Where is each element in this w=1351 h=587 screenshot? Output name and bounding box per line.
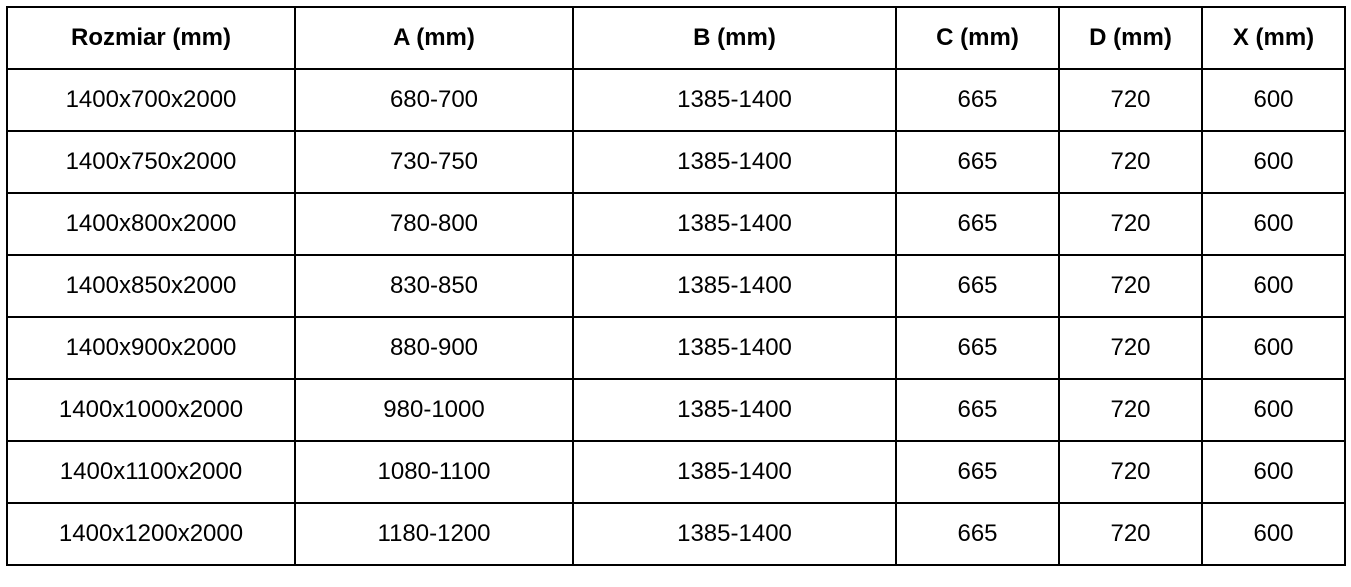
cell-a: 880-900 — [294, 316, 574, 380]
header-row: Rozmiar (mm) A (mm) B (mm) C (mm) D (mm)… — [6, 6, 1346, 70]
cell-a: 980-1000 — [294, 378, 574, 442]
cell-a: 830-850 — [294, 254, 574, 318]
cell-size: 1400x900x2000 — [6, 316, 296, 380]
table-row: 1400x800x2000 780-800 1385-1400 665 720 600 — [6, 192, 1346, 256]
cell-a: 780-800 — [294, 192, 574, 256]
cell-d: 720 — [1058, 192, 1203, 256]
cell-d: 720 — [1058, 254, 1203, 318]
cell-b: 1385-1400 — [572, 68, 897, 132]
cell-b: 1385-1400 — [572, 254, 897, 318]
cell-size: 1400x850x2000 — [6, 254, 296, 318]
cell-b: 1385-1400 — [572, 192, 897, 256]
cell-size: 1400x1200x2000 — [6, 502, 296, 566]
cell-x: 600 — [1201, 254, 1346, 318]
cell-d: 720 — [1058, 316, 1203, 380]
cell-c: 665 — [895, 192, 1060, 256]
cell-d: 720 — [1058, 68, 1203, 132]
cell-c: 665 — [895, 440, 1060, 504]
table-row: 1400x1000x2000 980-1000 1385-1400 665 720 600 — [6, 378, 1346, 442]
cell-d: 720 — [1058, 130, 1203, 194]
cell-b: 1385-1400 — [572, 502, 897, 566]
header-a: A (mm) — [294, 6, 574, 70]
cell-size: 1400x800x2000 — [6, 192, 296, 256]
cell-a: 730-750 — [294, 130, 574, 194]
cell-x: 600 — [1201, 502, 1346, 566]
cell-x: 600 — [1201, 130, 1346, 194]
header-x: X (mm) — [1201, 6, 1346, 70]
cell-size: 1400x1100x2000 — [6, 440, 296, 504]
cell-b: 1385-1400 — [572, 378, 897, 442]
cell-a: 1180-1200 — [294, 502, 574, 566]
table-row: 1400x1200x2000 1180-1200 1385-1400 665 720 60… — [6, 502, 1346, 566]
cell-d: 720 — [1058, 378, 1203, 442]
cell-c: 665 — [895, 502, 1060, 566]
cell-x: 600 — [1201, 378, 1346, 442]
cell-x: 600 — [1201, 440, 1346, 504]
header-d: D (mm) — [1058, 6, 1203, 70]
cell-d: 720 — [1058, 440, 1203, 504]
table-row: 1400x700x2000 680-700 1385-1400 665 720 600 — [6, 68, 1346, 132]
cell-size: 1400x700x2000 — [6, 68, 296, 132]
cell-d: 720 — [1058, 502, 1203, 566]
cell-b: 1385-1400 — [572, 130, 897, 194]
table-row: 1400x750x2000 730-750 1385-1400 665 720 600 — [6, 130, 1346, 194]
cell-size: 1400x750x2000 — [6, 130, 296, 194]
cell-size: 1400x1000x2000 — [6, 378, 296, 442]
cell-b: 1385-1400 — [572, 440, 897, 504]
cell-c: 665 — [895, 130, 1060, 194]
table-row: 1400x850x2000 830-850 1385-1400 665 720 600 — [6, 254, 1346, 318]
cell-c: 665 — [895, 316, 1060, 380]
header-c: C (mm) — [895, 6, 1060, 70]
cell-c: 665 — [895, 68, 1060, 132]
cell-x: 600 — [1201, 316, 1346, 380]
cell-b: 1385-1400 — [572, 316, 897, 380]
cell-x: 600 — [1201, 192, 1346, 256]
table-row: 1400x1100x2000 1080-1100 1385-1400 665 720 60… — [6, 440, 1346, 504]
dimensions-table: Rozmiar (mm) A (mm) B (mm) C (mm) D (mm)… — [6, 6, 1346, 566]
cell-a: 680-700 — [294, 68, 574, 132]
cell-c: 665 — [895, 378, 1060, 442]
table-row: 1400x900x2000 880-900 1385-1400 665 720 600 — [6, 316, 1346, 380]
cell-c: 665 — [895, 254, 1060, 318]
cell-x: 600 — [1201, 68, 1346, 132]
cell-a: 1080-1100 — [294, 440, 574, 504]
header-b: B (mm) — [572, 6, 897, 70]
header-size: Rozmiar (mm) — [6, 6, 296, 70]
